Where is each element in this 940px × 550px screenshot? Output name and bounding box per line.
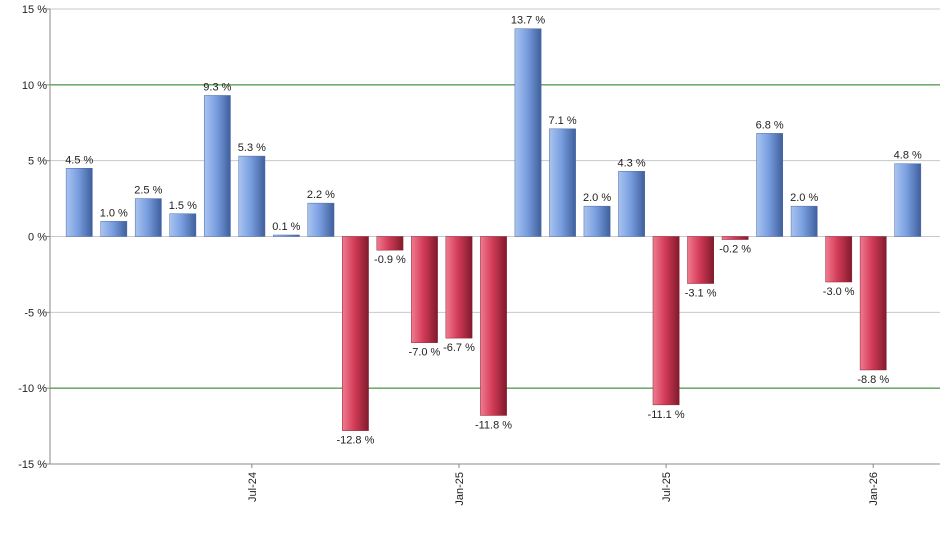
value-label: 5.3 % bbox=[238, 142, 266, 154]
bar bbox=[100, 221, 128, 237]
y-tick-label: -15 % bbox=[18, 459, 47, 471]
bar bbox=[65, 168, 93, 237]
bar bbox=[894, 163, 922, 237]
bar bbox=[756, 133, 784, 237]
bar bbox=[721, 236, 749, 240]
bar bbox=[790, 205, 818, 237]
value-label: 2.5 % bbox=[134, 185, 162, 197]
x-tick-label: Jul-24 bbox=[247, 472, 259, 502]
bar bbox=[376, 236, 404, 251]
x-tick-label: Jan-25 bbox=[454, 472, 466, 506]
value-label: -3.0 % bbox=[823, 286, 855, 298]
value-label: -0.2 % bbox=[719, 244, 751, 256]
bar bbox=[618, 171, 645, 237]
value-label: 4.8 % bbox=[894, 150, 922, 162]
value-label: -8.8 % bbox=[857, 374, 889, 386]
y-tick-label: 5 % bbox=[28, 156, 47, 168]
y-tick-label: -10 % bbox=[18, 383, 47, 395]
bar bbox=[687, 236, 714, 284]
bar bbox=[411, 236, 438, 343]
bar bbox=[514, 28, 542, 237]
y-tick-label: -5 % bbox=[24, 307, 47, 319]
value-label: -11.8 % bbox=[475, 419, 512, 431]
bar bbox=[169, 213, 197, 237]
bar bbox=[134, 198, 162, 237]
value-label: 4.3 % bbox=[618, 157, 646, 169]
bar bbox=[307, 202, 335, 237]
value-label: -3.1 % bbox=[685, 288, 717, 300]
bar bbox=[825, 236, 853, 283]
bar bbox=[480, 236, 507, 416]
y-tick-label: 10 % bbox=[22, 80, 47, 92]
value-label: 9.3 % bbox=[203, 81, 231, 93]
value-label: -12.8 % bbox=[336, 435, 374, 447]
bar bbox=[583, 205, 611, 237]
value-label: -0.9 % bbox=[374, 254, 406, 266]
bar bbox=[549, 128, 576, 237]
bar bbox=[203, 95, 231, 237]
y-tick-label: 15 % bbox=[22, 4, 47, 16]
value-label: 0.1 % bbox=[272, 221, 300, 233]
value-label: 7.1 % bbox=[548, 115, 576, 127]
y-tick-label: 0 % bbox=[28, 232, 47, 244]
value-label: 2.0 % bbox=[790, 192, 818, 204]
bar bbox=[445, 236, 473, 339]
value-label: 2.0 % bbox=[583, 192, 611, 204]
x-tick-label: Jan-26 bbox=[868, 472, 880, 506]
x-tick-label: Jul-25 bbox=[661, 472, 673, 502]
bar bbox=[273, 234, 300, 237]
value-label: 1.5 % bbox=[169, 200, 197, 212]
bar bbox=[859, 236, 887, 371]
value-label: 4.5 % bbox=[65, 154, 93, 166]
value-label: -11.1 % bbox=[648, 409, 685, 421]
value-label: -7.0 % bbox=[409, 347, 441, 359]
value-label: 6.8 % bbox=[756, 119, 784, 131]
bar bbox=[238, 155, 266, 237]
value-label: 2.2 % bbox=[307, 189, 335, 201]
bar bbox=[342, 236, 369, 431]
bar bbox=[652, 236, 680, 406]
value-label: 1.0 % bbox=[100, 207, 128, 219]
value-label: 13.7 % bbox=[511, 15, 545, 27]
value-label: -6.7 % bbox=[443, 342, 475, 354]
